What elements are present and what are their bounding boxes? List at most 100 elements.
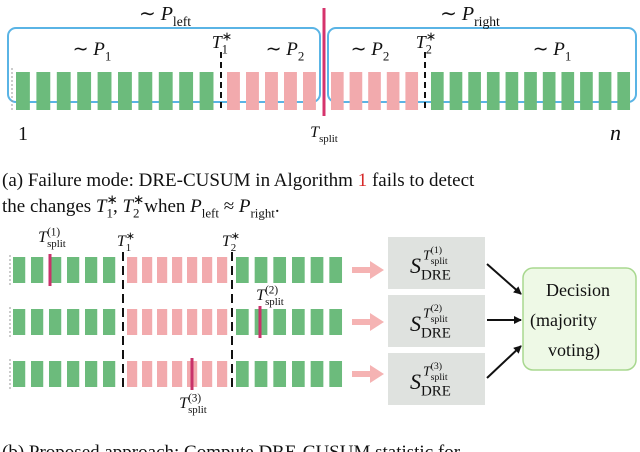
text-run: right	[250, 206, 275, 221]
bar	[85, 361, 98, 387]
text-run: T	[212, 32, 224, 52]
bar	[329, 309, 343, 335]
math-label: T(2) split	[256, 284, 284, 308]
text-run: .	[275, 196, 280, 217]
bar	[431, 72, 444, 110]
text-run: split	[188, 404, 207, 416]
bar	[77, 72, 92, 110]
math-label: SDRE T(1) split	[410, 245, 451, 284]
bar	[187, 309, 198, 335]
pink-arrow	[352, 261, 384, 279]
bar	[236, 361, 249, 387]
bar	[246, 72, 259, 110]
text-run: T	[222, 233, 232, 250]
math-label: T∗ 2	[222, 230, 240, 254]
text-run: left	[202, 206, 220, 221]
text-run: 2	[133, 206, 139, 221]
bar	[199, 72, 214, 110]
bar	[31, 309, 44, 335]
text-run: 2	[231, 242, 236, 254]
bar	[598, 72, 612, 110]
math-label: ∼ P1	[533, 39, 572, 64]
bar	[172, 257, 183, 283]
stat-box	[388, 237, 485, 289]
math-label: SDRE T(2) split	[410, 303, 451, 342]
bar	[468, 72, 481, 110]
math-label: ∼ P1	[73, 39, 112, 64]
text-run: ∼	[440, 3, 462, 25]
text-run: P	[238, 196, 251, 217]
bar	[85, 257, 98, 283]
bar	[157, 309, 168, 335]
bar	[310, 309, 324, 335]
bar	[217, 309, 228, 335]
bar	[254, 257, 268, 283]
bar	[368, 72, 381, 110]
pink-arrow	[352, 365, 384, 383]
text-run: T	[38, 229, 48, 246]
math-label: Tsplit	[310, 124, 338, 145]
text-run: T	[423, 363, 432, 378]
text-run: T	[96, 196, 108, 217]
bar	[292, 309, 305, 335]
math-label: T∗ 1	[117, 230, 135, 254]
bar	[13, 309, 26, 335]
bar	[273, 257, 287, 283]
bar	[31, 257, 44, 283]
text-run: S	[410, 369, 421, 394]
text-run: P	[160, 3, 173, 25]
text-run: 1	[358, 170, 368, 191]
caption-line: the changes T∗ 1, T∗ 2 when Pleft ≈ Pright…	[2, 192, 280, 221]
text-run: ≈	[219, 196, 239, 217]
bar	[236, 257, 249, 283]
text-run: T	[416, 32, 428, 52]
text-run: ∼	[139, 3, 161, 25]
bar	[103, 361, 116, 387]
bar	[202, 309, 213, 335]
text-run: split	[319, 133, 338, 145]
right-window	[327, 27, 637, 103]
bar	[449, 72, 463, 110]
text-run: ∼	[266, 39, 287, 60]
text-run: (2)	[265, 284, 278, 296]
stat-box	[388, 295, 485, 347]
text-run: (3)	[431, 361, 443, 372]
bar	[67, 361, 80, 387]
text-run: 1	[222, 42, 228, 56]
bar	[127, 309, 138, 335]
bar	[617, 72, 631, 110]
bar	[236, 309, 249, 335]
bar	[217, 257, 228, 283]
text-run: ∗	[222, 29, 233, 43]
bar	[349, 72, 363, 110]
math-label: SDRE T(3) split	[410, 361, 451, 400]
text-run: T	[122, 196, 134, 217]
bar	[292, 361, 305, 387]
text-run: P	[189, 196, 202, 217]
bar	[142, 361, 153, 387]
text-run: T	[423, 305, 432, 320]
text-run: split	[431, 256, 448, 267]
math-label: T∗ 2	[416, 29, 437, 56]
text-run: DRE	[421, 326, 451, 342]
math-label: ∼ P2	[266, 39, 305, 64]
bar	[138, 72, 153, 110]
bar	[303, 72, 316, 110]
bar	[505, 72, 519, 110]
text-run: (3)	[188, 392, 201, 404]
text-run: ∗	[126, 230, 135, 242]
text-run: ∗	[133, 192, 144, 207]
bars	[9, 72, 631, 389]
end-label: n	[610, 120, 621, 145]
text-run: DRE	[421, 384, 451, 400]
text-run: S	[410, 253, 421, 278]
text-run: ∼	[351, 39, 372, 60]
text-run: ∗	[426, 29, 437, 43]
text-run: (2)	[431, 303, 443, 314]
text-run: the changes	[2, 196, 96, 217]
decision-line: (majority	[530, 310, 597, 331]
bar	[310, 361, 324, 387]
bar	[142, 257, 153, 283]
math-label: T(3) split	[179, 392, 207, 416]
